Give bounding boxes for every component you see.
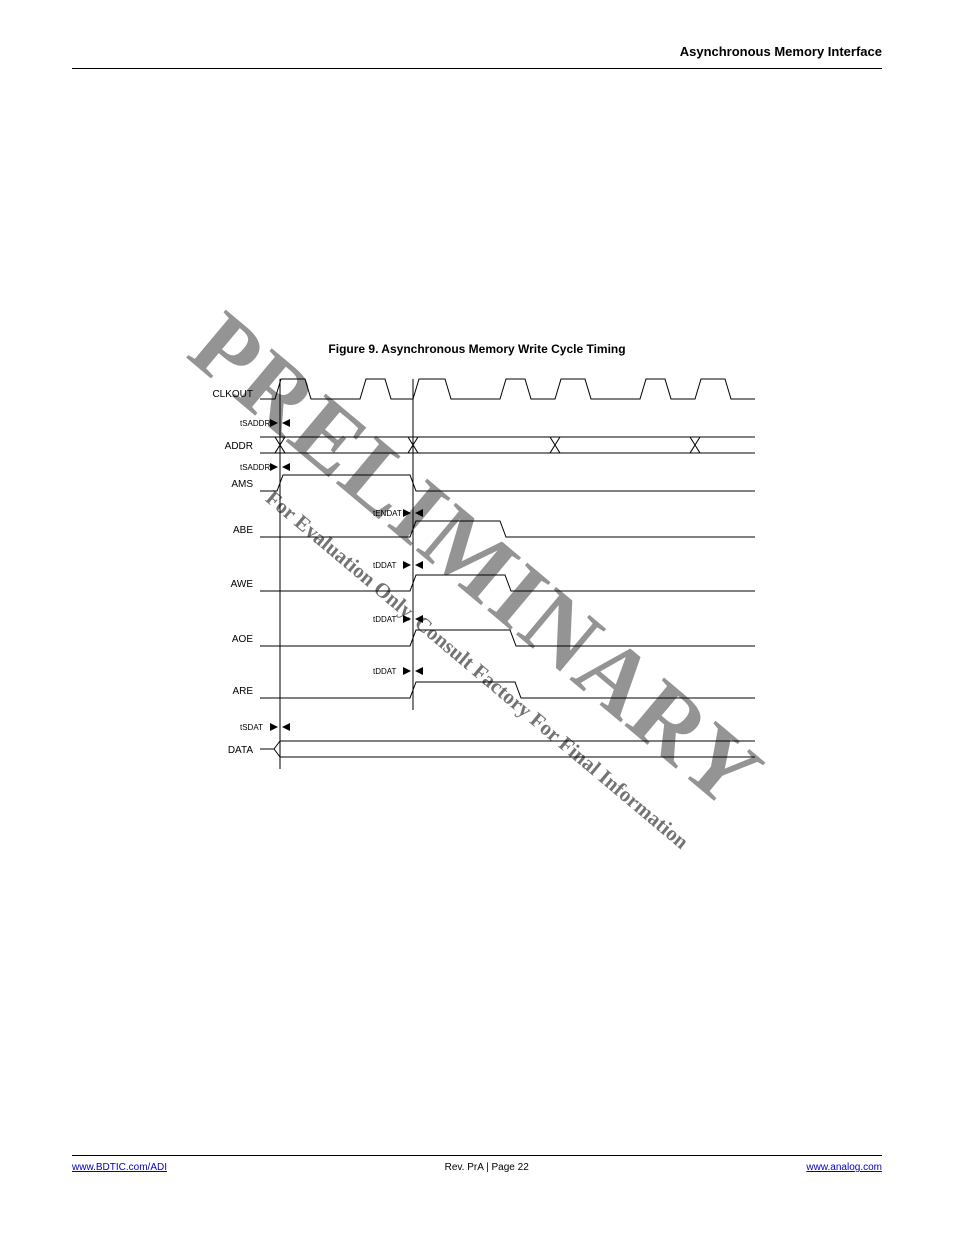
svg-text:ADDR: ADDR: [225, 441, 253, 452]
footer-left-link[interactable]: www.BDTIC.com/ADI: [72, 1162, 167, 1173]
footer: www.BDTIC.com/ADI Rev. PrA | Page 22 www…: [72, 1155, 882, 1173]
header-section-title: Asynchronous Memory Interface: [680, 44, 882, 59]
footer-rule: [72, 1155, 882, 1156]
svg-text:tSADDR: tSADDR: [240, 419, 270, 428]
footer-page: Rev. PrA | Page 22: [445, 1162, 529, 1173]
svg-text:AMS: AMS: [231, 479, 253, 490]
svg-text:tENDAT: tENDAT: [373, 509, 402, 518]
svg-text:tDDAT: tDDAT: [373, 667, 397, 676]
svg-text:tDDAT: tDDAT: [373, 615, 397, 624]
figure-title: Figure 9. Asynchronous Memory Write Cycl…: [0, 342, 954, 356]
footer-right-link[interactable]: www.analog.com: [806, 1162, 882, 1173]
svg-text:ABE: ABE: [233, 525, 253, 536]
svg-text:tSDAT: tSDAT: [240, 723, 263, 732]
svg-text:DATA: DATA: [228, 745, 254, 756]
svg-text:AWE: AWE: [231, 579, 254, 590]
header-rule: [72, 68, 882, 69]
svg-text:AOE: AOE: [232, 634, 253, 645]
svg-text:CLKOUT: CLKOUT: [212, 389, 253, 400]
timing-diagram: CLKOUT ADDR AMS ABE AWE AOE ARE DATA tSADDR tSADD…: [105, 365, 849, 815]
svg-text:tDDAT: tDDAT: [373, 561, 397, 570]
svg-text:tSADDR: tSADDR: [240, 463, 270, 472]
timing-svg: CLKOUT ADDR AMS ABE AWE AOE ARE DATA tSADDR tSADD…: [105, 365, 849, 815]
svg-text:ARE: ARE: [232, 686, 253, 697]
